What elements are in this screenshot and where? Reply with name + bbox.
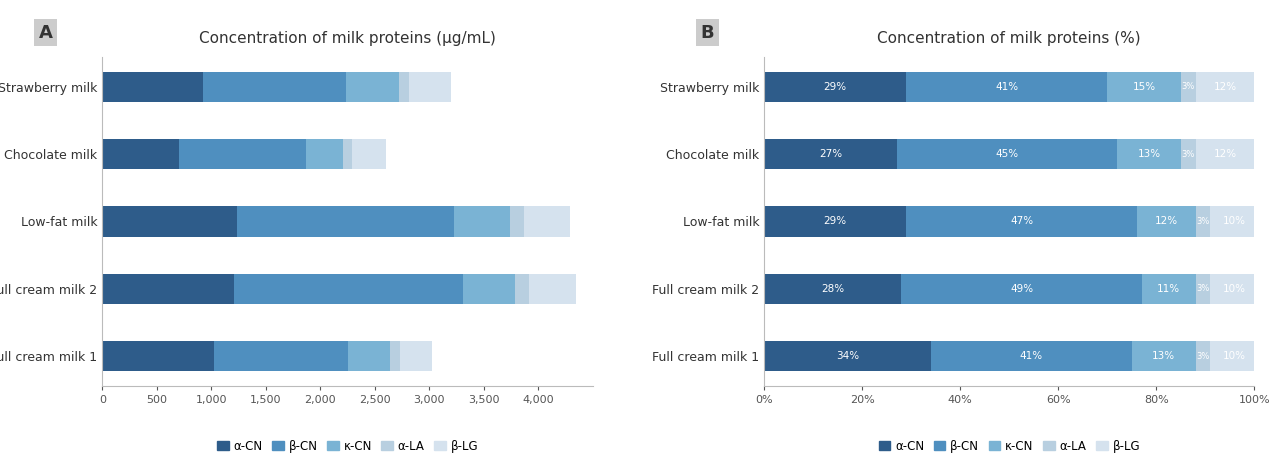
Bar (1196, 139, 1254, 169)
Bar (410, 72, 451, 102)
Text: 3%: 3% (1197, 351, 1210, 361)
Bar (1181, 139, 1196, 169)
Bar (901, 274, 1142, 304)
Bar (102, 274, 233, 304)
Text: 10%: 10% (1224, 351, 1247, 361)
Bar (1211, 206, 1260, 236)
Text: 10%: 10% (1224, 216, 1247, 227)
Text: 28%: 28% (822, 284, 845, 294)
Text: 10%: 10% (1224, 284, 1247, 294)
Bar (352, 139, 385, 169)
Bar (906, 206, 1137, 236)
Bar (237, 206, 454, 236)
Bar (931, 341, 1132, 371)
Bar (515, 274, 529, 304)
Bar (399, 341, 433, 371)
Bar (1132, 341, 1196, 371)
Text: 3%: 3% (1197, 217, 1210, 226)
Text: 3%: 3% (1181, 149, 1196, 159)
Text: 41%: 41% (1020, 351, 1043, 361)
Bar (764, 341, 931, 371)
Bar (398, 72, 410, 102)
Text: 45%: 45% (996, 149, 1019, 159)
Bar (1196, 206, 1211, 236)
Text: 47%: 47% (1010, 216, 1033, 227)
Bar (1196, 341, 1211, 371)
Text: 12%: 12% (1155, 216, 1178, 227)
Text: A: A (38, 24, 52, 41)
Bar (306, 139, 343, 169)
Bar (764, 274, 901, 304)
Title: Concentration of milk proteins (%): Concentration of milk proteins (%) (878, 31, 1140, 46)
Bar (1211, 341, 1260, 371)
Bar (347, 72, 398, 102)
Text: 11%: 11% (1157, 284, 1180, 294)
Bar (102, 341, 214, 371)
Bar (102, 139, 179, 169)
Bar (509, 206, 524, 236)
Bar (343, 139, 352, 169)
Bar (454, 206, 509, 236)
Bar (1117, 139, 1181, 169)
Bar (529, 274, 576, 304)
Bar (764, 139, 896, 169)
Bar (347, 341, 390, 371)
Text: 29%: 29% (824, 216, 847, 227)
Bar (1196, 274, 1211, 304)
Text: B: B (700, 24, 714, 41)
Bar (463, 274, 515, 304)
Text: 41%: 41% (996, 81, 1019, 92)
Bar (1137, 206, 1196, 236)
Title: Concentration of milk proteins (µg/mL): Concentration of milk proteins (µg/mL) (200, 31, 495, 46)
Bar (102, 206, 237, 236)
Bar (214, 341, 347, 371)
Bar (102, 72, 204, 102)
Text: 3%: 3% (1181, 82, 1196, 91)
Bar (764, 206, 906, 236)
Bar (1181, 72, 1196, 102)
Bar (390, 341, 399, 371)
Bar (1107, 72, 1181, 102)
Text: 15%: 15% (1133, 81, 1156, 92)
Bar (764, 72, 906, 102)
Text: 13%: 13% (1152, 351, 1175, 361)
Bar (204, 72, 347, 102)
Text: 3%: 3% (1197, 284, 1210, 293)
Legend: α-CN, β-CN, κ-CN, α-LA, β-LG: α-CN, β-CN, κ-CN, α-LA, β-LG (874, 435, 1144, 457)
Text: 49%: 49% (1010, 284, 1033, 294)
Bar (906, 72, 1107, 102)
Text: 27%: 27% (819, 149, 842, 159)
Bar (524, 206, 570, 236)
Bar (896, 139, 1117, 169)
Text: 13%: 13% (1138, 149, 1161, 159)
Bar (179, 139, 306, 169)
Text: 12%: 12% (1213, 81, 1236, 92)
Text: 29%: 29% (824, 81, 847, 92)
Text: 34%: 34% (836, 351, 859, 361)
Bar (1196, 72, 1254, 102)
Legend: α-CN, β-CN, κ-CN, α-LA, β-LG: α-CN, β-CN, κ-CN, α-LA, β-LG (212, 435, 483, 457)
Text: 12%: 12% (1213, 149, 1236, 159)
Bar (233, 274, 463, 304)
Bar (1211, 274, 1260, 304)
Bar (1142, 274, 1196, 304)
